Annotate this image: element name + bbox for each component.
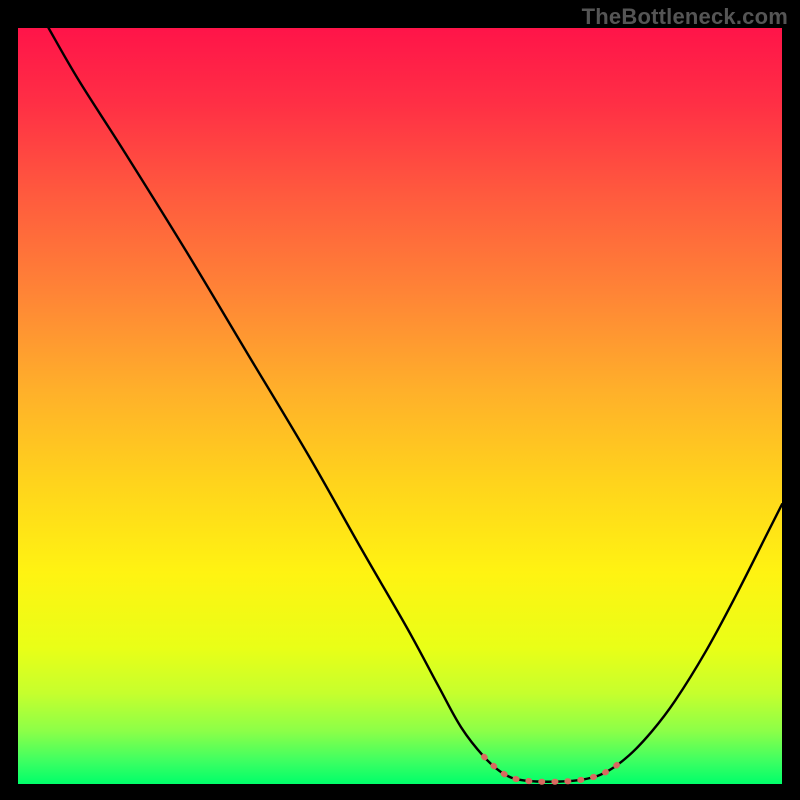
chart-container: TheBottleneck.com — [0, 0, 800, 800]
watermark-text: TheBottleneck.com — [582, 4, 788, 30]
plot-background — [18, 28, 782, 784]
bottleneck-chart — [0, 0, 800, 800]
